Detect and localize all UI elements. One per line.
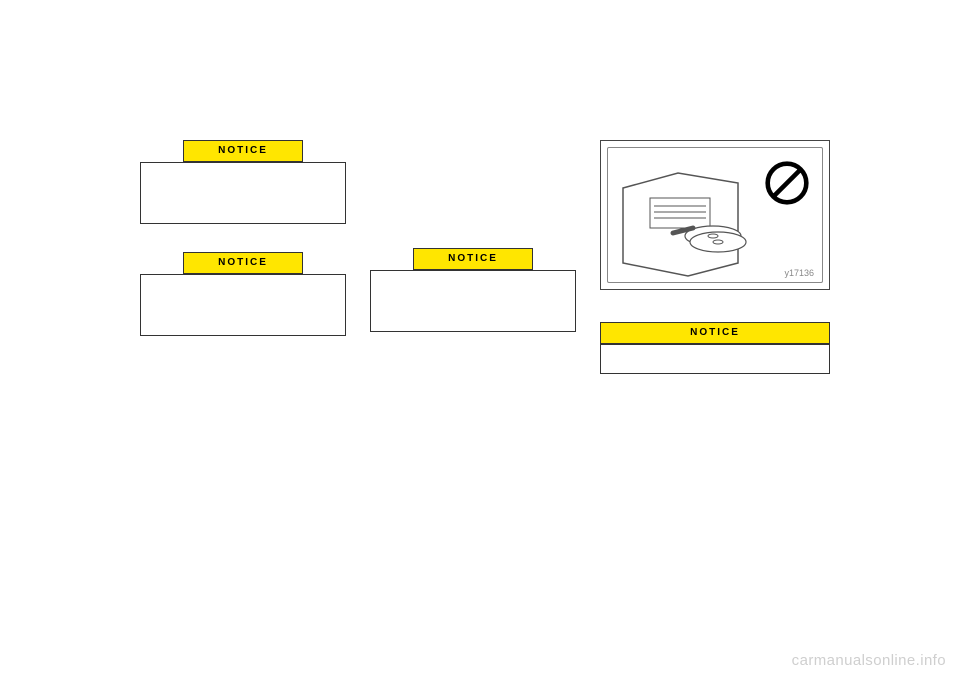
notice-block-3: NOTICE [370,248,576,332]
notice-block-4: NOTICE [600,322,830,374]
content-columns: NOTICE NOTICE NOTICE [0,0,960,374]
figure-ref: y17136 [784,268,814,278]
cd-insertion-figure: y17136 [600,140,830,290]
dashboard-illustration [618,168,748,278]
prohibit-icon [764,160,810,206]
notice-body-3 [370,270,576,332]
notice-body-1 [140,162,346,224]
notice-label-1: NOTICE [183,140,303,162]
notice-body-4 [600,344,830,374]
column-2: NOTICE [370,140,576,374]
manual-page: NOTICE NOTICE NOTICE [0,0,960,679]
notice-label-3: NOTICE [413,248,533,270]
notice-body-2 [140,274,346,336]
column-1: NOTICE NOTICE [140,140,346,374]
column-2-top-pad [370,140,576,220]
notice-block-2: NOTICE [140,252,346,336]
column-3: y17136 NOTICE [600,140,830,374]
figure-frame: y17136 [607,147,823,283]
notice-block-1: NOTICE [140,140,346,224]
notice-label-4: NOTICE [600,322,830,344]
notice-label-2: NOTICE [183,252,303,274]
watermark-text: carmanualsonline.info [792,652,946,669]
